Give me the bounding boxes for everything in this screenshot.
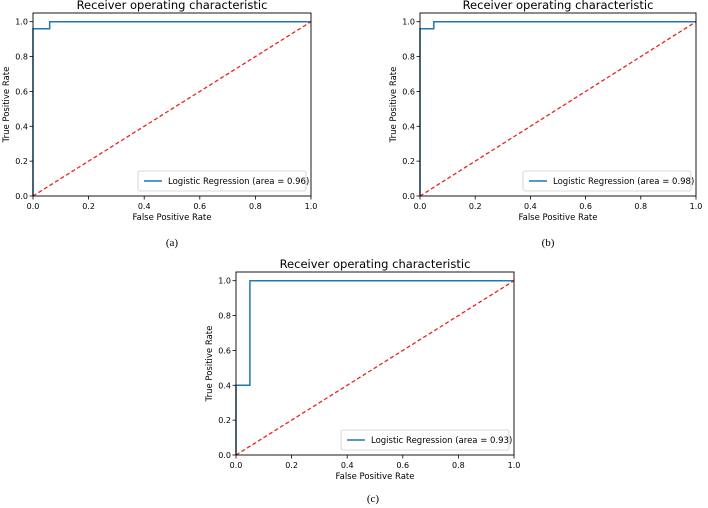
x-tick-label: 0.2: [469, 202, 482, 211]
y-tick-label: 1.0: [402, 18, 415, 27]
y-axis-label: True Positive Rate: [2, 67, 12, 144]
x-tick-label: 0.8: [634, 202, 647, 211]
random-classifier-diagonal: [32, 21, 312, 197]
chart-title: Receiver operating characteristic: [77, 0, 268, 12]
y-tick-label: 0.0: [15, 192, 28, 201]
random-classifier-diagonal: [419, 21, 697, 197]
y-tick-label: 0.6: [15, 87, 28, 96]
y-tick-label: 0.0: [218, 451, 231, 460]
chart-title: Receiver operating characteristic: [280, 257, 471, 271]
y-tick-label: 0.2: [402, 157, 415, 166]
x-tick-label: 0.6: [193, 202, 206, 211]
figure-caption: (b): [542, 237, 555, 249]
x-tick-label: 0.2: [82, 202, 95, 211]
x-tick-label: 0.6: [579, 202, 592, 211]
random-classifier-diagonal: [235, 280, 515, 456]
legend-box: [340, 429, 510, 451]
x-tick-label: 0.0: [27, 202, 40, 211]
roc-chart-b: 0.0 0.2 0.4 0.6 0.8 1.0 0.0 0.2 0.4 0.6 0.8 1.0 Rece…: [389, 0, 702, 249]
figure-caption: (c): [367, 493, 380, 505]
x-axis-label: False Positive Rate: [519, 213, 598, 223]
legend-label: Logistic Regression (area = 0.98): [553, 177, 694, 187]
y-tick-label: 0.2: [15, 157, 28, 166]
legend-box: [522, 170, 692, 192]
x-tick-label: 0.2: [285, 461, 298, 470]
y-axis-label: True Positive Rate: [205, 326, 215, 403]
legend-box: [137, 170, 307, 192]
legend-label: Logistic Regression (area = 0.93): [371, 436, 512, 446]
y-tick-label: 1.0: [218, 277, 231, 286]
x-tick-label: 1.0: [305, 202, 318, 211]
y-tick-label: 0.4: [218, 381, 231, 390]
plot-frame: [419, 12, 697, 197]
roc-chart-c: 0.0 0.2 0.4 0.6 0.8 1.0 0.0 0.2 0.4 0.6 0.8 1.0 Rece…: [205, 257, 520, 505]
y-tick-label: 0.6: [402, 87, 415, 96]
figure-caption: (a): [166, 237, 179, 249]
y-axis-label: True Positive Rate: [389, 67, 399, 144]
legend-label: Logistic Regression (area = 0.96): [168, 177, 309, 187]
x-axis-label: False Positive Rate: [133, 213, 212, 223]
y-tick-label: 0.8: [218, 312, 231, 321]
y-tick-label: 1.0: [15, 18, 28, 27]
x-tick-label: 0.8: [249, 202, 262, 211]
x-tick-label: 0.4: [341, 461, 354, 470]
x-tick-label: 1.0: [508, 461, 521, 470]
y-tick-label: 0.4: [15, 122, 28, 131]
x-tick-label: 0.0: [414, 202, 427, 211]
x-tick-label: 0.4: [524, 202, 537, 211]
x-tick-label: 0.4: [138, 202, 151, 211]
y-tick-label: 0.0: [402, 192, 415, 201]
x-tick-label: 1.0: [690, 202, 703, 211]
y-tick-label: 0.8: [15, 53, 28, 62]
x-axis-label: False Positive Rate: [336, 472, 415, 482]
y-tick-label: 0.4: [402, 122, 415, 131]
plot-frame: [32, 12, 312, 197]
x-tick-label: 0.8: [452, 461, 465, 470]
x-tick-label: 0.0: [230, 461, 243, 470]
roc-chart-a: 0.0 0.2 0.4 0.6 0.8 1.0 0.0 0.2 0.4 0.6 0.8 1.0 Rece…: [2, 0, 317, 249]
y-tick-label: 0.2: [218, 416, 231, 425]
y-tick-label: 0.8: [402, 53, 415, 62]
x-tick-label: 0.6: [396, 461, 409, 470]
chart-title: Receiver operating characteristic: [463, 0, 654, 12]
y-tick-label: 0.6: [218, 346, 231, 355]
plot-frame: [235, 271, 515, 456]
